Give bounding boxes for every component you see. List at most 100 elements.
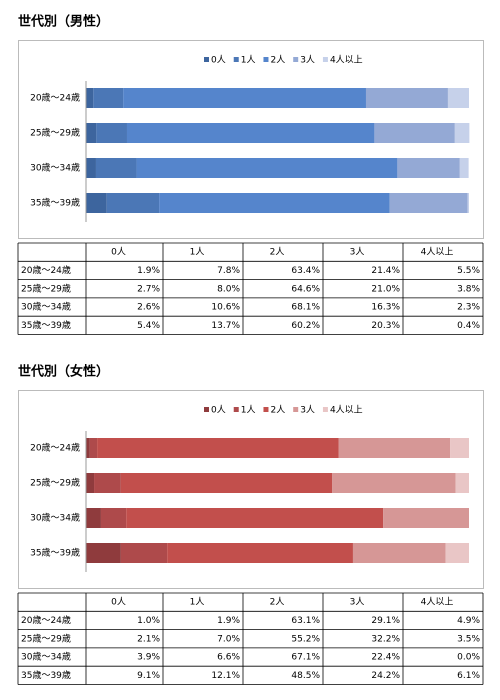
table-cell: 22.4%: [371, 653, 400, 663]
table-cell: 0.0%: [457, 653, 480, 663]
category-label: 35歳～39歳: [30, 547, 80, 559]
table-cell: 55.2%: [291, 634, 320, 644]
bar-segment: [445, 543, 469, 563]
column-header: 3人: [350, 597, 365, 608]
bar-segment: [89, 438, 98, 458]
category-label: 30歳～34歳: [30, 512, 80, 524]
table-cell: 0.4%: [457, 321, 480, 331]
category-label: 25歳～29歳: [30, 127, 80, 139]
column-header: 1人: [190, 597, 205, 608]
row-label: 25歳～29歳: [21, 632, 71, 644]
table-cell: 32.2%: [371, 634, 400, 644]
table-cell: 64.6%: [291, 284, 320, 294]
column-header: 0人: [111, 247, 126, 258]
legend-swatch: [263, 57, 269, 62]
row-label: 20歳～24歳: [21, 614, 71, 626]
category-label: 35歳～39歳: [30, 197, 80, 209]
legend-swatch: [322, 407, 328, 412]
bar-segment: [123, 88, 366, 108]
legend-swatch: [204, 57, 209, 62]
table-cell: 3.5%: [457, 634, 480, 644]
category-label: 20歳～24歳: [30, 442, 80, 454]
bar-segment: [447, 88, 469, 108]
bar-segment: [86, 123, 97, 143]
column-header: 2人: [270, 597, 285, 608]
legend-swatch: [233, 57, 239, 62]
table-cell: 13.7%: [211, 321, 240, 331]
legend-swatch: [293, 407, 299, 412]
table-cell: 6.1%: [457, 671, 480, 681]
bar-segment: [450, 438, 469, 458]
legend-swatch: [293, 57, 299, 62]
row-label: 30歳～34歳: [21, 651, 71, 663]
legend-swatch: [204, 407, 209, 412]
table-cell: 21.4%: [371, 266, 400, 276]
table-cell: 12.1%: [211, 671, 240, 681]
row-label: 30歳～34歳: [21, 301, 71, 313]
bar-segment: [86, 473, 95, 493]
legend-label: 0人: [211, 405, 226, 416]
bar-segment: [338, 438, 451, 458]
bar-segment: [397, 158, 460, 178]
legend-label: 0人: [211, 55, 226, 66]
table-cell: 16.3%: [371, 303, 400, 313]
table-cell: 5.4%: [137, 321, 160, 331]
table-cell: 24.2%: [371, 671, 400, 681]
legend-label: 2人: [270, 55, 285, 66]
table-cell: 2.7%: [137, 284, 160, 294]
legend-label: 4人以上: [330, 55, 363, 66]
table-cell: 63.1%: [291, 616, 320, 626]
table-cell: 67.1%: [291, 653, 320, 663]
category-label: 30歳～34歳: [30, 162, 80, 174]
bar-segment: [120, 473, 333, 493]
table-cell: 60.2%: [291, 321, 320, 331]
bar-segment: [126, 123, 375, 143]
legend-label: 1人: [241, 405, 256, 416]
table-cell: 6.6%: [217, 653, 240, 663]
column-header: 4人以上: [421, 247, 454, 258]
table-cell: 1.9%: [137, 266, 160, 276]
bar-segment: [100, 508, 127, 528]
bar-segment: [86, 543, 121, 563]
legend-swatch: [263, 407, 269, 412]
table-cell: 63.4%: [291, 266, 320, 276]
table-cell: 7.8%: [217, 266, 240, 276]
row-label: 35歳～39歳: [21, 319, 71, 331]
table-cell: 5.5%: [457, 266, 480, 276]
bar-segment: [106, 193, 160, 213]
bar-segment: [86, 438, 90, 458]
bar-segment: [332, 473, 456, 493]
bar-segment: [136, 158, 398, 178]
table-cell: 29.1%: [371, 616, 400, 626]
table-cell: 2.1%: [137, 634, 160, 644]
table-cell: 1.0%: [137, 616, 160, 626]
bar-segment: [467, 193, 469, 213]
bar-segment: [120, 543, 168, 563]
legend-label: 3人: [300, 405, 315, 416]
table-cell: 8.0%: [217, 284, 240, 294]
table-cell: 2.3%: [457, 303, 480, 313]
bar-segment: [86, 193, 107, 213]
row-label: 25歳～29歳: [21, 282, 71, 294]
section-title: 世代別（女性）: [18, 364, 109, 380]
table-cell: 68.1%: [291, 303, 320, 313]
bar-segment: [365, 88, 448, 108]
table-cell: 20.3%: [371, 321, 400, 331]
column-header: 2人: [270, 247, 285, 258]
row-label: 20歳～24歳: [21, 264, 71, 276]
category-label: 20歳～24歳: [30, 92, 80, 104]
legend-swatch: [233, 407, 239, 412]
bar-segment: [126, 508, 384, 528]
legend-label: 1人: [241, 55, 256, 66]
table-cell: 2.6%: [137, 303, 160, 313]
row-label: 35歳～39歳: [21, 669, 71, 681]
table-cell: 10.6%: [211, 303, 240, 313]
table-cell: 48.5%: [291, 671, 320, 681]
legend-label: 2人: [270, 405, 285, 416]
bar-segment: [86, 508, 101, 528]
category-label: 25歳～29歳: [30, 477, 80, 489]
bar-segment: [455, 473, 469, 493]
bar-segment: [86, 88, 94, 108]
column-header: 3人: [350, 247, 365, 258]
